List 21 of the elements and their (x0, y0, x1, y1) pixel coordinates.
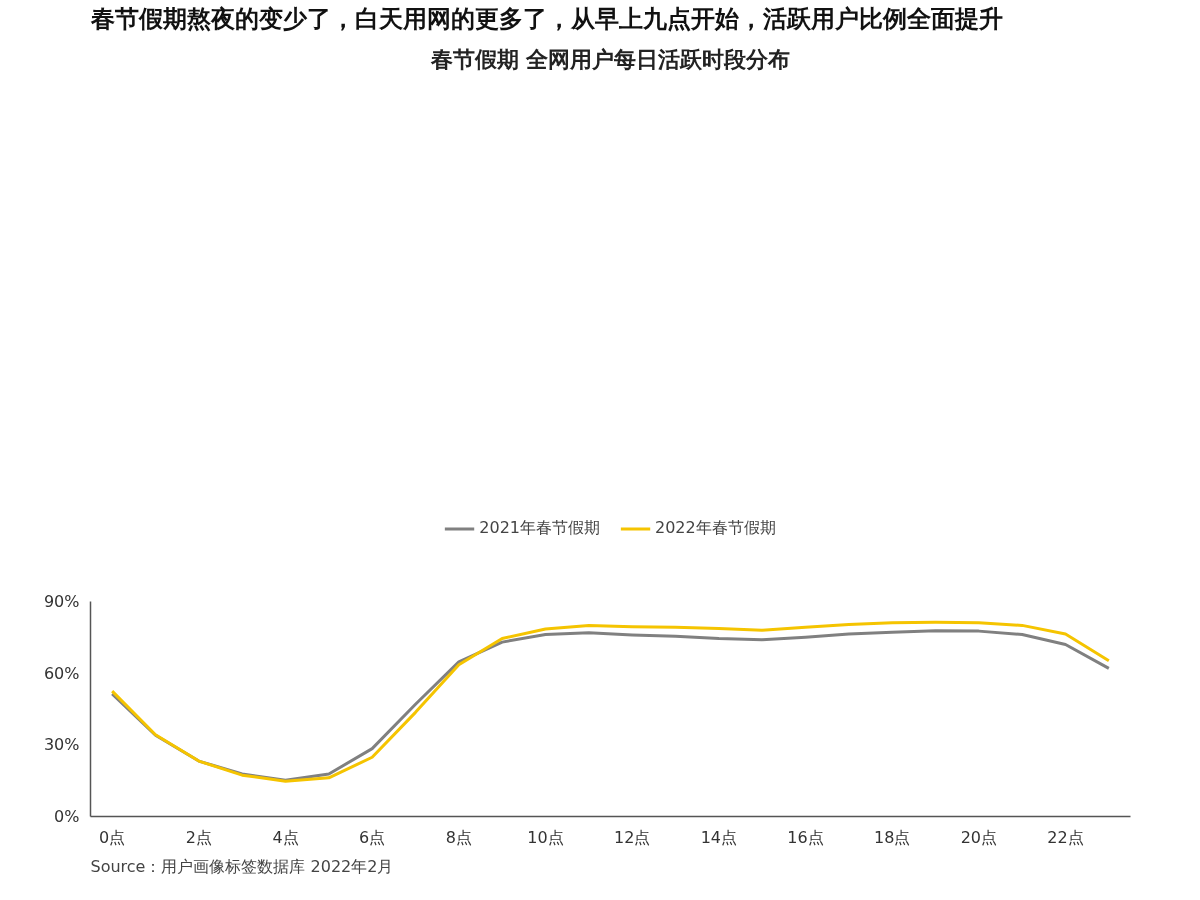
x-tick-label: 0点 (99, 827, 126, 847)
chart-subtitle: 春节假期 全网用户每日活跃时段分布 (429, 46, 791, 72)
x-tick-label: 20点 (960, 827, 998, 847)
x-tick-label: 18点 (873, 827, 911, 847)
y-tick-label: 30% (43, 735, 80, 755)
y-tick-label: 90% (43, 592, 80, 611)
x-tick-label: 16点 (787, 827, 824, 847)
x-tick-label: 12点 (613, 827, 651, 847)
legend-label: 2022年春节假期 (655, 517, 776, 539)
x-tick-label: 8点 (445, 827, 472, 847)
source-note: Source：用户画像标签数据库 2022年2月 (90, 856, 394, 876)
chart-title: 春节假期熬夜的变少了，白天用网的更多了，从早上九点开始，活跃用户比例全面提升 (89, 4, 1003, 33)
x-tick-label: 10点 (527, 827, 564, 847)
x-tick-label: 4点 (272, 827, 299, 847)
x-tick-label: 6点 (359, 827, 386, 847)
y-tick-label: 60% (43, 663, 80, 683)
legend-label: 2021年春节假期 (479, 517, 600, 539)
x-tick-label: 2点 (185, 827, 212, 847)
y-tick-label: 0% (54, 807, 80, 826)
x-tick-label: 14点 (700, 827, 738, 847)
x-tick-label: 22点 (1047, 827, 1084, 847)
